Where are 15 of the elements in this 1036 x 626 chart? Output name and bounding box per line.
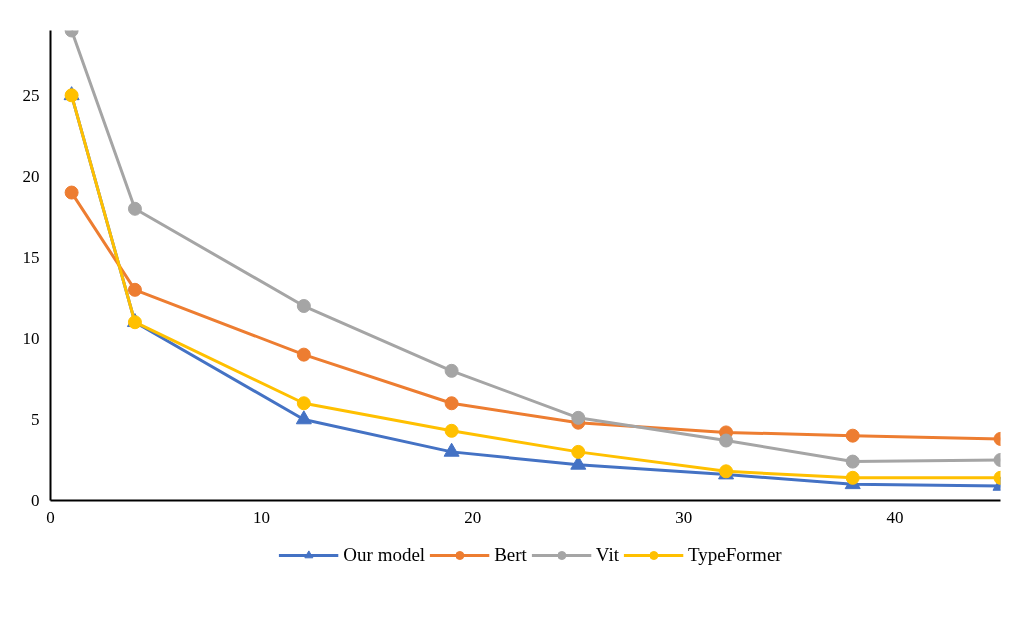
x-tick-label: 0 (46, 507, 55, 527)
legend-label: Vit (595, 544, 619, 566)
x-tick-label: 40 (886, 507, 904, 527)
x-tick-label: 30 (675, 507, 693, 527)
y-tick-label: 15 (22, 247, 40, 267)
legend-label: TypeFormer (688, 544, 782, 566)
legend-label: Our model (343, 544, 426, 566)
y-tick-label: 25 (22, 85, 40, 105)
y-tick-label: 20 (22, 166, 40, 186)
x-tick-label: 10 (253, 507, 271, 527)
y-tick-label: 5 (31, 409, 40, 429)
y-tick-label: 10 (22, 328, 40, 348)
legend-label: Bert (494, 544, 527, 566)
y-tick-label: 0 (31, 491, 40, 510)
x-tick-label: 20 (464, 507, 482, 527)
